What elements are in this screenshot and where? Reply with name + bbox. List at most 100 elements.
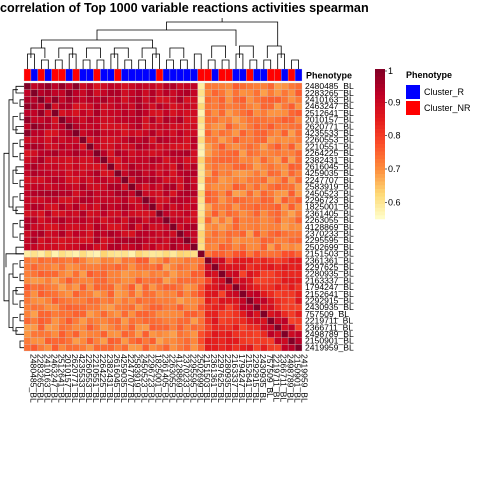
heatmap-cell [162,176,171,184]
heatmap-cell [211,330,219,338]
heatmap-cell [135,203,143,211]
heatmap-cell [37,82,46,90]
heatmap-cell [294,156,303,164]
heatmap-cell [169,129,178,137]
heatmap-cell [86,82,94,90]
heatmap-cell [44,236,52,244]
heatmap-cell [239,156,247,164]
heatmap-cell [72,96,80,104]
row-dendrogram-branch [19,193,24,201]
heatmap-cell [274,136,282,144]
heatmap-cell [135,310,143,318]
heatmap-cell [135,116,143,124]
heatmap-cell [267,123,275,131]
colorbar-segment [375,185,385,190]
heatmap-cell [121,183,129,191]
heatmap-cell [65,344,73,352]
heatmap-cell [93,176,101,184]
heatmap-cell [190,216,198,224]
row-label: 2450523_BL [305,188,354,198]
heatmap-cell [162,210,171,218]
heatmap-cell [190,230,198,238]
heatmap-cell [72,129,80,137]
heatmap-cell [169,310,178,318]
heatmap-cell [204,82,212,90]
heatmap-cell [128,263,136,271]
heatmap-cell [253,236,261,244]
heatmap-cell [253,297,261,305]
colorbar-segment [375,181,385,186]
heatmap-cell [246,263,254,271]
heatmap-cell [211,243,219,251]
heatmap-cell [225,236,233,244]
heatmap-cell [280,230,289,238]
heatmap-cell [72,263,80,271]
heatmap-cell [225,330,233,338]
heatmap-cell [294,216,303,224]
heatmap-cell [267,196,275,204]
heatmap-cell [93,230,101,238]
heatmap-cell [72,303,80,311]
heatmap-cell [232,163,240,171]
row-label: 2264225_BL [305,148,354,158]
heatmap-cell [93,196,101,204]
heatmap-cell [86,89,94,97]
heatmap-cell [274,344,282,352]
heatmap-cell [280,257,289,265]
heatmap-cell [239,277,247,285]
heatmap-cell [190,297,198,305]
heatmap-cell [169,183,178,191]
heatmap-cell [114,123,122,131]
heatmap-cell [86,169,94,177]
heatmap-cell [155,270,164,278]
heatmap-cell [183,143,191,151]
heatmap-cell [280,270,289,278]
heatmap-cell [86,243,94,251]
heatmap-cell [23,203,32,211]
heatmap-cell [197,250,205,258]
column-label: 2263055_BL [167,354,177,403]
heatmap-cell [274,102,282,110]
heatmap-cell [58,330,66,338]
heatmap-cell [197,216,205,224]
heatmap-cell [218,277,226,285]
heatmap-cell [23,310,32,318]
heatmap-cell [190,236,198,244]
heatmap-cell [58,283,66,291]
heatmap-cell [79,330,87,338]
heatmap-cell [260,257,268,265]
heatmap-cell [253,169,261,177]
heatmap-cell [176,250,184,258]
heatmap-cell [204,230,212,238]
heatmap-cell [190,310,198,318]
heatmap-cell [51,123,59,131]
heatmap-cell [72,176,80,184]
heatmap-cell [100,216,108,224]
heatmap-cell [79,297,87,305]
heatmap-cell [93,223,101,231]
heatmap-cell [37,303,46,311]
heatmap-cell [225,216,233,224]
heatmap-cell [121,216,129,224]
heatmap-cell [225,317,233,325]
heatmap-cell [44,250,52,258]
heatmap-cell [280,243,289,251]
heatmap-cell [51,303,59,311]
heatmap-cell [169,203,178,211]
heatmap-cell [267,96,275,104]
heatmap-cell [260,243,268,251]
heatmap-cell [128,136,136,144]
heatmap-cell [197,210,205,218]
heatmap-cell [232,116,240,124]
heatmap-cell [100,169,108,177]
heatmap-cell [204,236,212,244]
heatmap-cell [169,283,178,291]
heatmap-cell [141,330,150,338]
heatmap-cell [274,82,282,90]
heatmap-cell [190,96,198,104]
heatmap-cell [218,82,226,90]
heatmap-cell [37,143,46,151]
heatmap-cell [51,169,59,177]
heatmap-cell [155,169,164,177]
heatmap-cell [135,190,143,198]
